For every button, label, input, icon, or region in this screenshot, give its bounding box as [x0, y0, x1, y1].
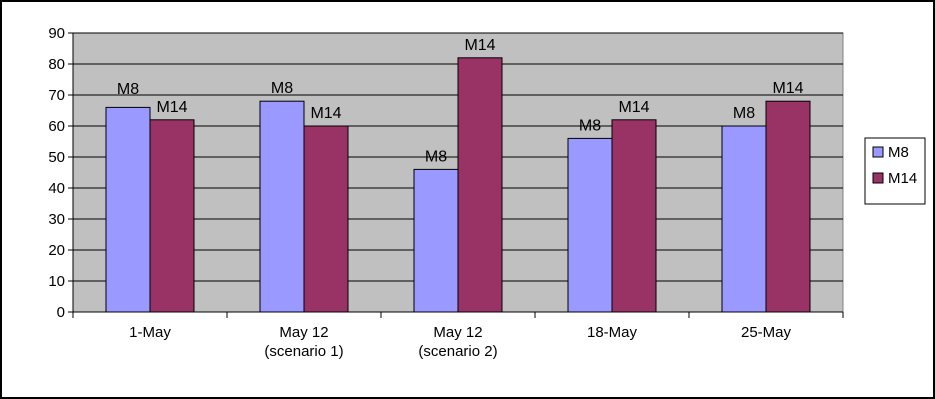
y-tick-label: 70 — [48, 87, 65, 104]
y-tick-label: 40 — [48, 180, 65, 197]
y-tick-label: 60 — [48, 118, 65, 135]
bar-m14 — [765, 100, 811, 313]
legend-swatch-m14 — [872, 172, 884, 184]
y-tick-label: 30 — [48, 211, 65, 228]
bars — [105, 57, 811, 313]
data-label-m14: M14 — [618, 99, 649, 116]
data-label-m8: M8 — [733, 105, 755, 122]
bar-m8 — [259, 100, 305, 313]
bar-m14 — [303, 125, 349, 313]
legend-label-m8: M8 — [888, 144, 909, 161]
data-label-m8: M8 — [579, 117, 601, 134]
x-tick-label: (scenario 1) — [264, 343, 343, 360]
legend-label-m14: M14 — [888, 170, 917, 187]
x-tick-label: 18-May — [587, 324, 638, 341]
x-tick-label: May 12 — [433, 324, 482, 341]
data-label-m8: M8 — [117, 81, 139, 98]
y-tick-label: 10 — [48, 273, 65, 290]
bar-m14 — [149, 119, 195, 313]
data-label-m14: M14 — [310, 105, 341, 122]
data-label-m14: M14 — [156, 99, 187, 116]
bar-m14 — [611, 119, 657, 313]
bar-m8 — [721, 125, 767, 313]
x-tick-label: May 12 — [279, 324, 328, 341]
x-tick-label: 1-May — [129, 324, 171, 341]
bar-m8 — [413, 168, 459, 313]
data-labels: M8 M14 M8 M14 M8 M14 M8 M14 M8 M14 — [117, 37, 804, 166]
legend: M8 M14 — [864, 137, 926, 205]
y-tick-label: 20 — [48, 242, 65, 259]
y-tick-label: 50 — [48, 149, 65, 166]
x-tick-label: (scenario 2) — [418, 343, 497, 360]
x-tick-label: 25-May — [741, 324, 792, 341]
data-label-m14: M14 — [464, 37, 495, 54]
y-tick-label: 90 — [48, 25, 65, 42]
data-label-m8: M8 — [271, 80, 293, 97]
data-label-m14: M14 — [772, 80, 803, 97]
bar-m14 — [457, 57, 503, 313]
bar-m8 — [567, 137, 613, 313]
legend-swatch-m8 — [872, 146, 884, 158]
bar-m8 — [105, 106, 151, 313]
data-label-m8: M8 — [425, 148, 447, 165]
y-tick-label: 80 — [48, 56, 65, 73]
axes: 0 10 20 30 40 50 60 70 80 90 1-May May 12 (scenario … — [48, 25, 844, 360]
y-tick-label: 0 — [57, 304, 65, 321]
